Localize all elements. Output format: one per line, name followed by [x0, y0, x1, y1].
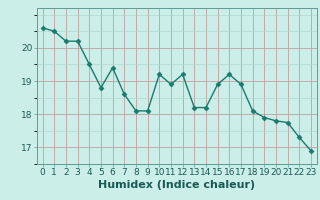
- X-axis label: Humidex (Indice chaleur): Humidex (Indice chaleur): [98, 180, 255, 190]
